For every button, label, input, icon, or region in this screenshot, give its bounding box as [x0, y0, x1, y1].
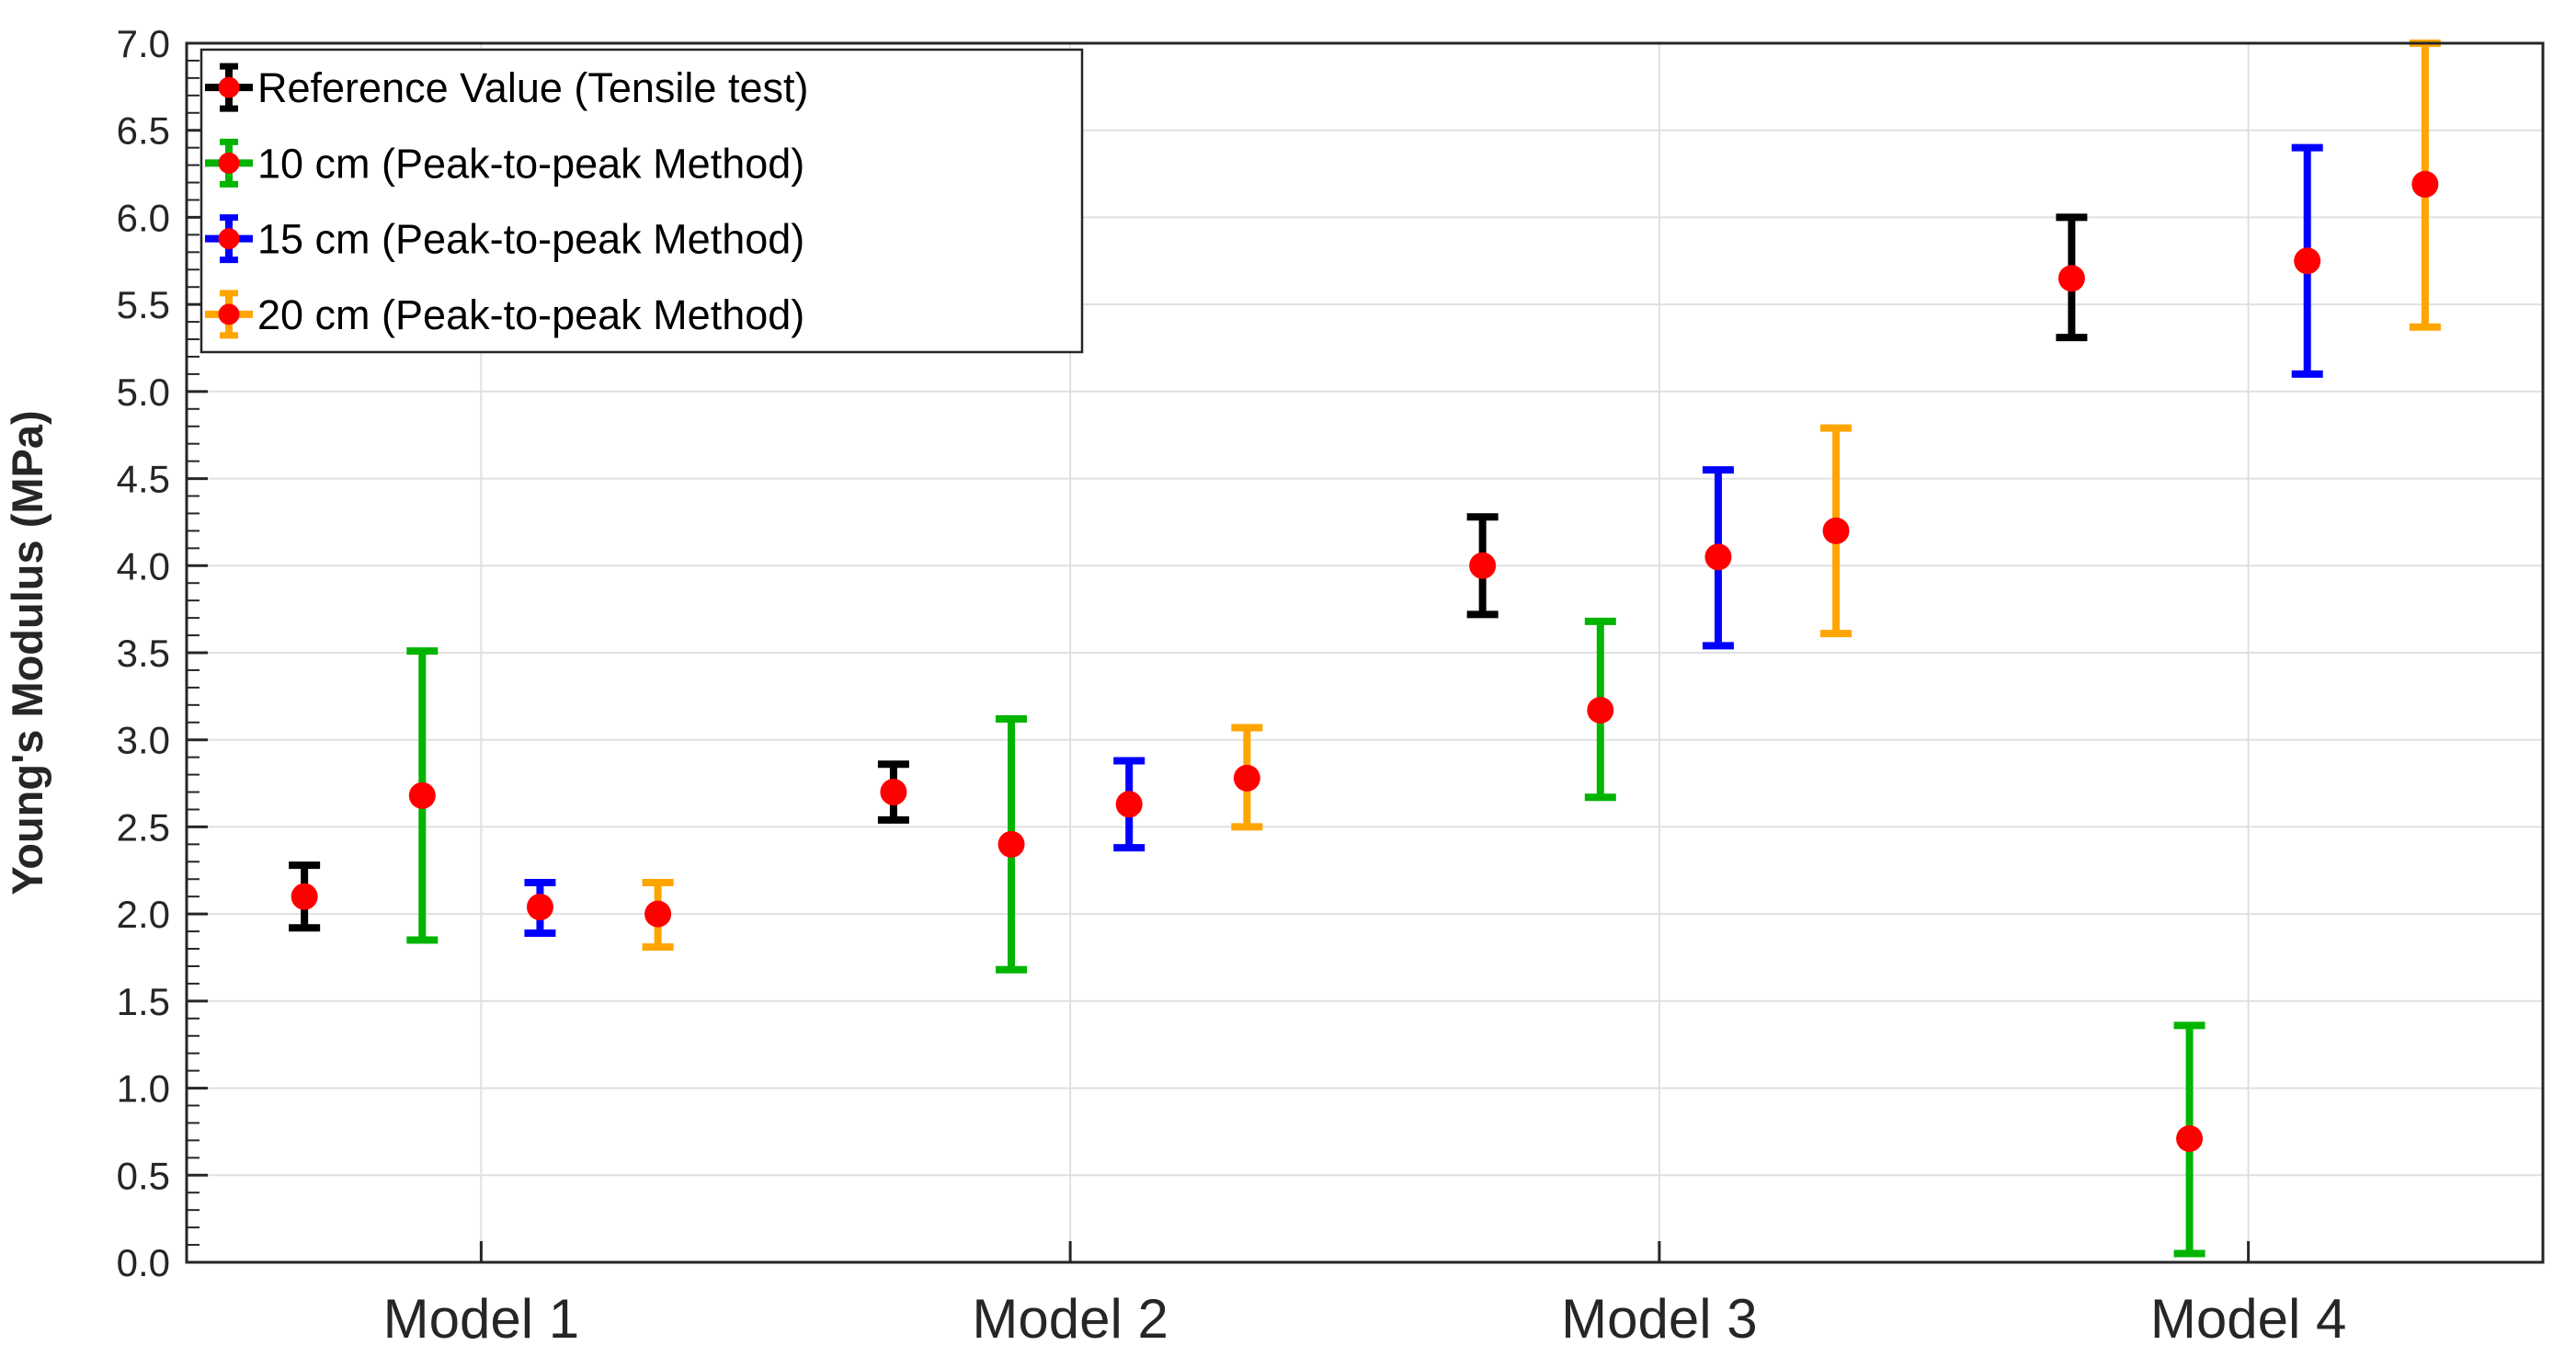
legend-row: 15 cm (Peak-to-peak Method)	[205, 214, 804, 264]
data-point-marker	[644, 900, 672, 928]
legend-label: Reference Value (Tensile test)	[257, 64, 808, 111]
data-point-marker	[1233, 764, 1260, 792]
legend-label: 20 cm (Peak-to-peak Method)	[257, 291, 804, 338]
legend-label: 10 cm (Peak-to-peak Method)	[257, 140, 804, 187]
legend-row: 20 cm (Peak-to-peak Method)	[205, 290, 804, 339]
legend-row: 10 cm (Peak-to-peak Method)	[205, 138, 804, 188]
y-tick-label: 2.5	[117, 805, 170, 849]
legend-marker	[218, 152, 240, 174]
y-tick-label: 1.0	[117, 1067, 170, 1111]
data-point-marker	[2176, 1125, 2204, 1153]
data-point-marker	[1587, 697, 1614, 724]
y-tick-label: 1.5	[117, 980, 170, 1023]
y-tick-label: 2.0	[117, 893, 170, 936]
x-tick-label: Model 1	[383, 1288, 579, 1350]
legend-marker	[218, 76, 240, 98]
axes-layer	[185, 41, 2545, 1264]
y-tick-label: 0.5	[117, 1154, 170, 1197]
legend-marker	[218, 303, 240, 325]
legend-label: 15 cm (Peak-to-peak Method)	[257, 216, 804, 263]
data-point-marker	[1469, 552, 1497, 579]
tick-label-layer: 0.0 0.5 1.0 1.5 2.0 2.5 3.0 3.5 4.0 4.5 5.0 5.5 6.0 6…	[117, 22, 2347, 1350]
series-20cm	[642, 40, 2441, 952]
data-point-marker	[2057, 265, 2085, 292]
y-tick-label: 3.0	[117, 719, 170, 762]
series-15cm	[524, 143, 2323, 937]
data-point-marker	[1822, 517, 1850, 544]
x-tick-label: Model 2	[972, 1288, 1168, 1350]
data-point-marker	[1115, 791, 1143, 818]
data-point-marker	[291, 883, 318, 910]
series-reference	[289, 213, 2088, 932]
series-10cm	[406, 617, 2206, 1258]
data-point-marker	[880, 779, 907, 806]
y-tick-label: 4.5	[117, 458, 170, 501]
data-point-marker	[1704, 543, 1732, 571]
data-point-marker	[2411, 170, 2439, 198]
x-tick-label: Model 4	[2150, 1288, 2346, 1350]
legend-box	[199, 48, 1084, 354]
data-point-marker	[997, 830, 1025, 858]
y-axis-label: Young's Modulus (MPa)	[3, 410, 51, 895]
legend: Reference Value (Tensile test) 10 cm (Pea…	[199, 48, 1084, 354]
y-tick-label: 4.0	[117, 544, 170, 587]
y-tick-label: 0.0	[117, 1241, 170, 1284]
y-tick-label: 7.0	[117, 22, 170, 65]
y-tick-label: 5.0	[117, 370, 170, 414]
data-layer	[289, 40, 2441, 1258]
y-tick-label: 5.5	[117, 283, 170, 326]
data-point-marker	[408, 781, 436, 809]
legend-row: Reference Value (Tensile test)	[205, 63, 808, 112]
y-tick-label: 6.0	[117, 196, 170, 239]
y-tick-label: 3.5	[117, 632, 170, 675]
legend-marker	[218, 228, 240, 250]
x-tick-label: Model 3	[1561, 1288, 1757, 1350]
y-tick-label: 6.5	[117, 109, 170, 153]
data-point-marker	[2294, 247, 2321, 275]
data-point-marker	[526, 894, 553, 921]
